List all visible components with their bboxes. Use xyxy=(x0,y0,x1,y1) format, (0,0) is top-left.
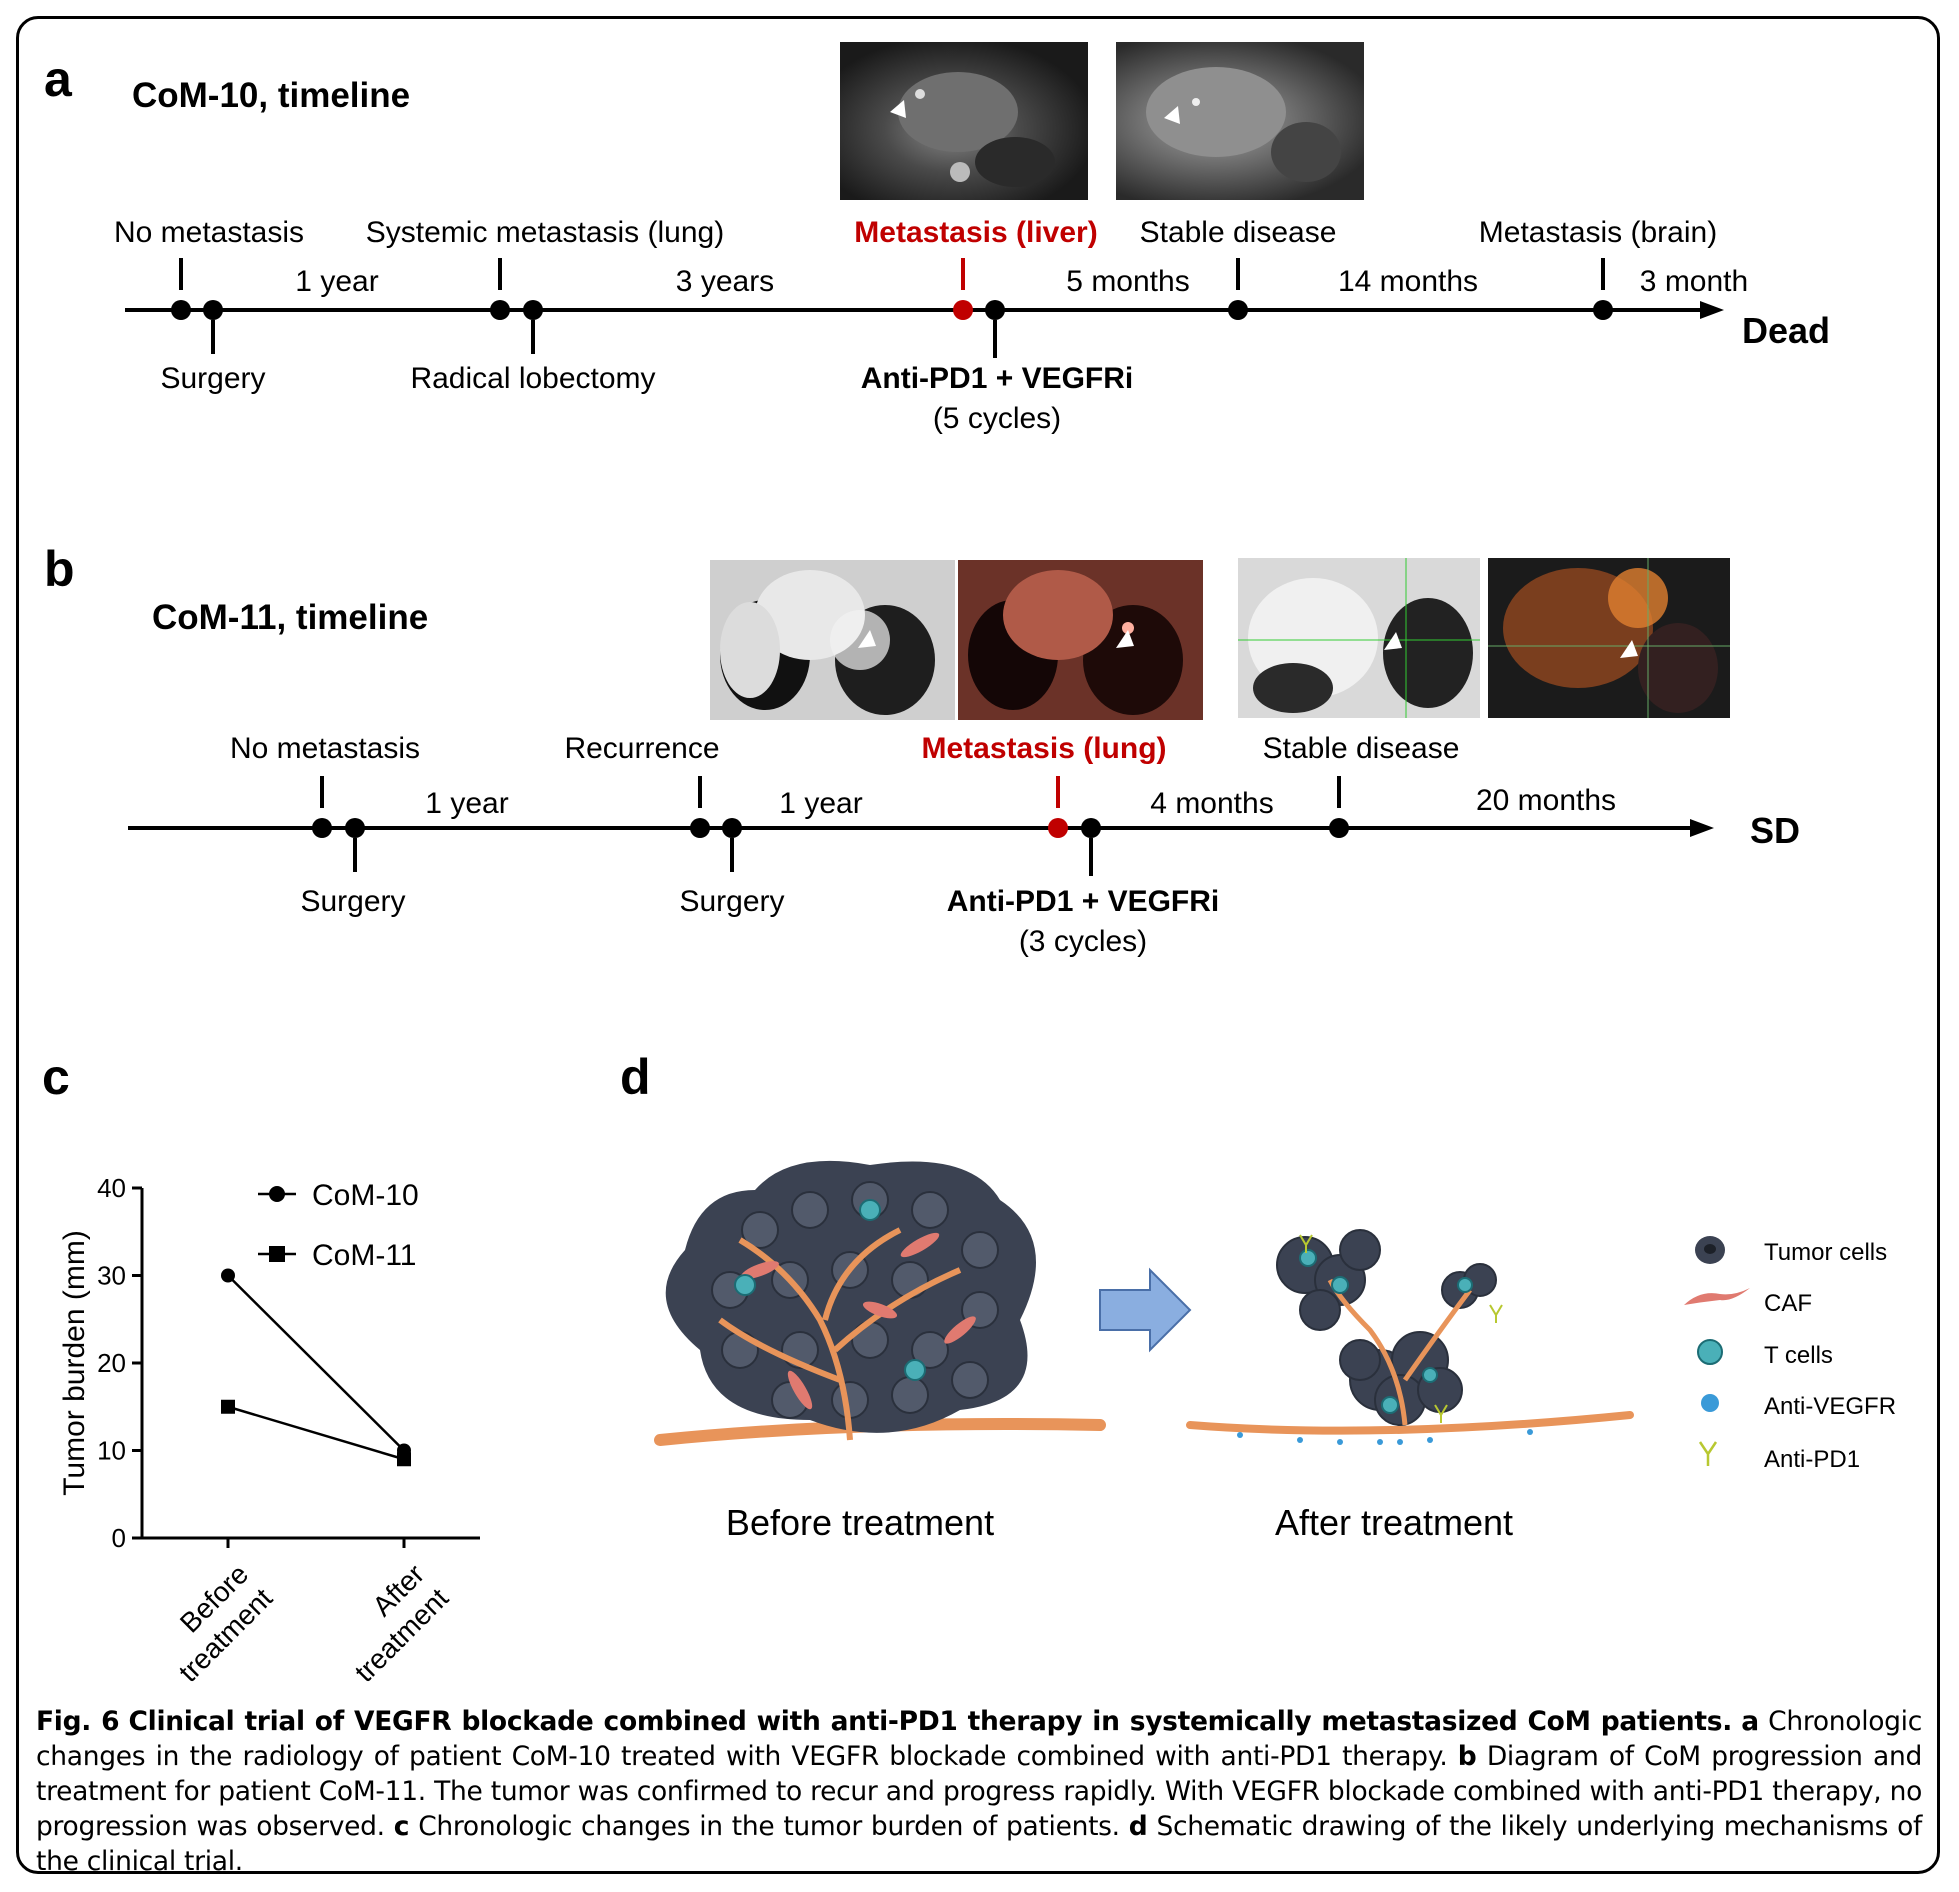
arrowhead-icon xyxy=(890,100,906,118)
y-tick-label: 10 xyxy=(97,1436,126,1466)
arrowhead-icon xyxy=(1620,640,1638,658)
timeline-b-treatment: Anti-PD1 + VEGFRi xyxy=(946,885,1220,918)
panel-b-letter: b xyxy=(44,541,75,597)
timeline-b-event-recurrence: Recurrence xyxy=(564,732,720,765)
chart-axes: 0 10 20 30 40 Beforetreatment Aftertreatment xyxy=(97,1173,480,1688)
liver-mri-image-1 xyxy=(840,42,1088,200)
y-axis-label: Tumor burden (mm) xyxy=(58,1230,91,1496)
timeline-a-end-label: Dead xyxy=(1742,310,1831,351)
timeline-a-event-surgery: Surgery xyxy=(160,362,266,395)
caption-c-letter: c xyxy=(393,1811,410,1842)
caption-d-text: Schematic drawing of the likely underlyi… xyxy=(36,1811,1923,1877)
timeline-a-interval: 3 years xyxy=(675,265,775,298)
panel-d-letter: d xyxy=(620,1049,651,1105)
timeline-a-event-radical-lobectomy: Radical lobectomy xyxy=(410,362,656,395)
t-cell-icon xyxy=(1697,1339,1723,1365)
timeline-b-interval: 1 year xyxy=(425,787,509,820)
series-line-CoM-11 xyxy=(227,1405,405,1461)
figure-caption: Fig. 6 Clinical trial of VEGFR blockade … xyxy=(36,1704,1922,1879)
timeline-a-event-stable-disease: Stable disease xyxy=(1139,216,1337,249)
legend-label: CoM-10 xyxy=(312,1179,419,1212)
timeline-a-treatment: Anti-PD1 + VEGFRi xyxy=(860,362,1134,395)
lung-pet-image-1 xyxy=(958,560,1203,720)
legend-tumor-cells: Tumor cells xyxy=(1764,1239,1888,1266)
timeline-a-treatment-cycles: (5 cycles) xyxy=(932,402,1062,435)
data-point-CoM-10 xyxy=(221,1268,235,1283)
caption-b-letter: b xyxy=(1457,1741,1477,1772)
legend-anti-vegfr: Anti-VEGFR xyxy=(1764,1393,1897,1420)
data-point-CoM-11 xyxy=(221,1399,235,1414)
legend-marker-circle xyxy=(269,1186,285,1202)
timeline-b-treatment-cycles: (3 cycles) xyxy=(1018,925,1148,958)
panel-a-letter: a xyxy=(44,51,72,107)
arrowhead-icon xyxy=(1384,632,1402,650)
y-tick-label: 30 xyxy=(97,1261,126,1291)
lung-ct-image-1 xyxy=(710,560,955,720)
timeline-b-end-label: SD xyxy=(1750,810,1801,851)
caption-c-text: Chronologic changes in the tumor burden … xyxy=(418,1811,1120,1842)
caption-fig-number: Fig. 6 xyxy=(36,1706,120,1737)
timeline-b-event-surgery-2: Surgery xyxy=(679,885,785,918)
figure-frame xyxy=(16,16,1940,1874)
legend-marker-square xyxy=(269,1246,285,1262)
mechanism-legend-icons xyxy=(1684,1236,1750,1466)
timeline-a-interval: 1 year xyxy=(295,265,379,298)
y-tick-label: 20 xyxy=(97,1348,126,1378)
tumor-burden-chart: 0 10 20 30 40 Beforetreatment Aftertreatment C… xyxy=(58,1173,480,1688)
timeline-a-interval: 14 months xyxy=(1337,265,1479,298)
legend-anti-pd1: Anti-PD1 xyxy=(1764,1446,1861,1473)
anti-pd1-icon xyxy=(1698,1441,1718,1466)
timeline-a-event-no-metastasis: No metastasis xyxy=(113,216,305,249)
data-point-CoM-11 xyxy=(397,1452,411,1467)
caption-a-letter: a xyxy=(1741,1706,1759,1737)
tumor-after-illustration xyxy=(1186,1229,1634,1445)
timeline-a-interval: 5 months xyxy=(1066,265,1190,298)
y-tick-label: 40 xyxy=(97,1173,126,1203)
timeline-b-interval: 20 months xyxy=(1475,784,1617,817)
legend-label: CoM-11 xyxy=(312,1239,416,1272)
caf-icon xyxy=(1684,1288,1750,1305)
timeline-a-interval: 3 month xyxy=(1639,265,1749,298)
timeline-b-interval: 1 year xyxy=(779,787,863,820)
x-tick-label: Beforetreatment xyxy=(149,1558,279,1688)
timeline-b-event-stable-disease: Stable disease xyxy=(1262,732,1460,765)
lung-pet-image-2 xyxy=(1488,558,1730,718)
panel-c-letter: c xyxy=(42,1049,70,1105)
caption-b-text: Diagram of CoM progression and treatment… xyxy=(36,1741,1922,1842)
timeline-a-event-systemic-metastasis: Systemic metastasis (lung) xyxy=(365,216,725,249)
panel-b-title: CoM-11, timeline xyxy=(152,598,429,637)
after-treatment-label: After treatment xyxy=(1274,1502,1514,1543)
timeline-a-event-liver-metastasis: Metastasis (liver) xyxy=(854,216,1098,249)
timeline-b-event-no-metastasis: No metastasis xyxy=(229,732,421,765)
timeline-b-event-lung-metastasis: Metastasis (lung) xyxy=(921,732,1167,765)
timeline-b xyxy=(128,776,1714,876)
caption-d-letter: d xyxy=(1128,1811,1148,1842)
arrowhead-icon xyxy=(1116,630,1134,648)
caption-title: Clinical trial of VEGFR blockade combine… xyxy=(128,1706,1733,1737)
anti-vegfr-icon xyxy=(1701,1394,1719,1412)
before-treatment-label: Before treatment xyxy=(725,1502,995,1543)
mechanism-illustration xyxy=(654,1160,1634,1446)
liver-mri-image-2 xyxy=(1116,42,1364,200)
arrowhead-icon xyxy=(1164,106,1180,124)
timeline-arrow-icon xyxy=(1690,819,1714,837)
timeline-b-interval: 4 months xyxy=(1150,787,1274,820)
lung-ct-image-2 xyxy=(1238,558,1480,718)
treatment-arrow-icon xyxy=(1099,1267,1192,1353)
chart-marks: CoM-10 CoM-11 xyxy=(221,1179,419,1467)
timeline-b-event-surgery: Surgery xyxy=(300,885,406,918)
caption-a-text: Chronologic changes in the radiology of … xyxy=(36,1706,1923,1772)
legend-t-cells: T cells xyxy=(1764,1342,1833,1369)
timeline-arrow-icon xyxy=(1700,301,1724,319)
timeline-a xyxy=(125,258,1724,358)
y-tick-label: 0 xyxy=(112,1523,126,1553)
series-line-CoM-10 xyxy=(227,1274,405,1452)
legend-caf: CAF xyxy=(1764,1290,1812,1317)
tumor-before-illustration xyxy=(654,1160,1106,1446)
arrowhead-icon xyxy=(858,630,876,648)
timeline-a-event-brain-metastasis: Metastasis (brain) xyxy=(1478,216,1718,249)
x-tick-label: Aftertreatment xyxy=(325,1558,455,1688)
panel-a-title: CoM-10, timeline xyxy=(132,76,411,115)
